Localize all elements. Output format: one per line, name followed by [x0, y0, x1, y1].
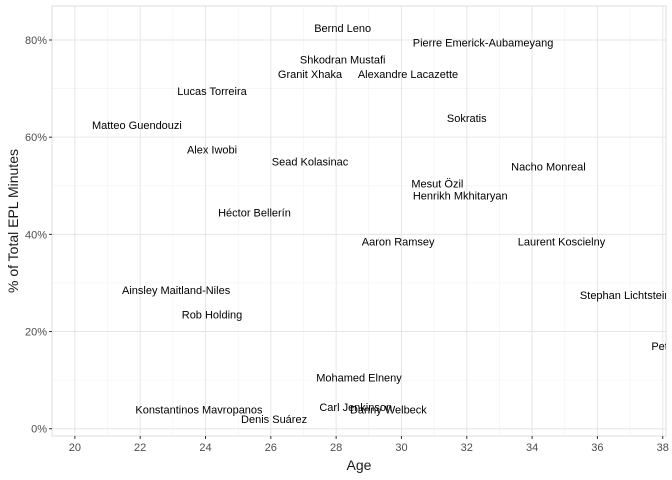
point-label: Konstantinos Mavropanos [135, 404, 263, 416]
point-label: Lucas Torreira [177, 86, 247, 98]
point-label: Carl Jenkinson [319, 402, 392, 414]
x-axis-title: Age [347, 457, 372, 473]
point-label: Alex Iwobi [187, 144, 237, 156]
point-label: Matteo Guendouzi [92, 120, 182, 132]
minor-gridlines [52, 6, 666, 436]
y-axis-ticks: 0% 20% 40% 60% 80% [25, 35, 52, 436]
point-label: Aaron Ramsey [362, 237, 435, 249]
point-label: Denis Suárez [241, 414, 307, 426]
y-tick-label: 60% [25, 132, 47, 144]
x-tick-label: 32 [461, 442, 473, 454]
x-tick-label: 26 [265, 442, 277, 454]
y-axis-title: % of Total EPL Minutes [5, 149, 21, 293]
x-tick-label: 38 [657, 442, 669, 454]
point-label: Alexandre Lacazette [358, 69, 458, 81]
x-tick-label: 28 [330, 442, 342, 454]
point-label: Danny Welbeck [350, 404, 427, 416]
point-label: Petr Cech [651, 341, 672, 353]
point-label: Henrikh Mkhitaryan [413, 190, 508, 202]
point-label: Héctor Bellerín [218, 207, 291, 219]
point-label: Bernd Leno [314, 23, 371, 35]
x-tick-label: 30 [395, 442, 407, 454]
x-tick-label: 24 [199, 442, 211, 454]
x-axis-ticks: 20 22 24 26 28 30 32 34 36 38 [69, 436, 669, 454]
point-label: Sokratis [447, 113, 487, 125]
point-label: Pierre Emerick-Aubameyang [413, 37, 554, 49]
point-label: Sead Kolasinac [272, 156, 349, 168]
point-label: Rob Holding [182, 310, 243, 322]
y-tick-label: 80% [25, 35, 47, 47]
y-tick-label: 40% [25, 229, 47, 241]
major-gridlines [52, 6, 666, 436]
plot-background [52, 6, 666, 436]
point-label: Mohamed Elneny [316, 373, 402, 385]
x-tick-label: 20 [69, 442, 81, 454]
x-tick-label: 22 [134, 442, 146, 454]
x-tick-label: 36 [591, 442, 603, 454]
plot-panel-border [51, 5, 667, 437]
point-label: Granit Xhaka [278, 69, 343, 81]
point-label: Shkodran Mustafi [300, 54, 386, 66]
y-tick-label: 0% [31, 424, 47, 436]
point-labels: Bernd Leno Pierre Emerick-Aubameyang Shkod… [92, 23, 672, 426]
point-label: Laurent Koscielny [518, 237, 606, 249]
x-tick-label: 34 [526, 442, 538, 454]
point-label: Stephan Lichtsteiner [580, 290, 672, 302]
point-label: Mesut Özil [411, 178, 463, 190]
y-tick-label: 20% [25, 327, 47, 339]
point-label: Ainsley Maitland-Niles [122, 285, 231, 297]
point-label: Nacho Monreal [511, 161, 586, 173]
